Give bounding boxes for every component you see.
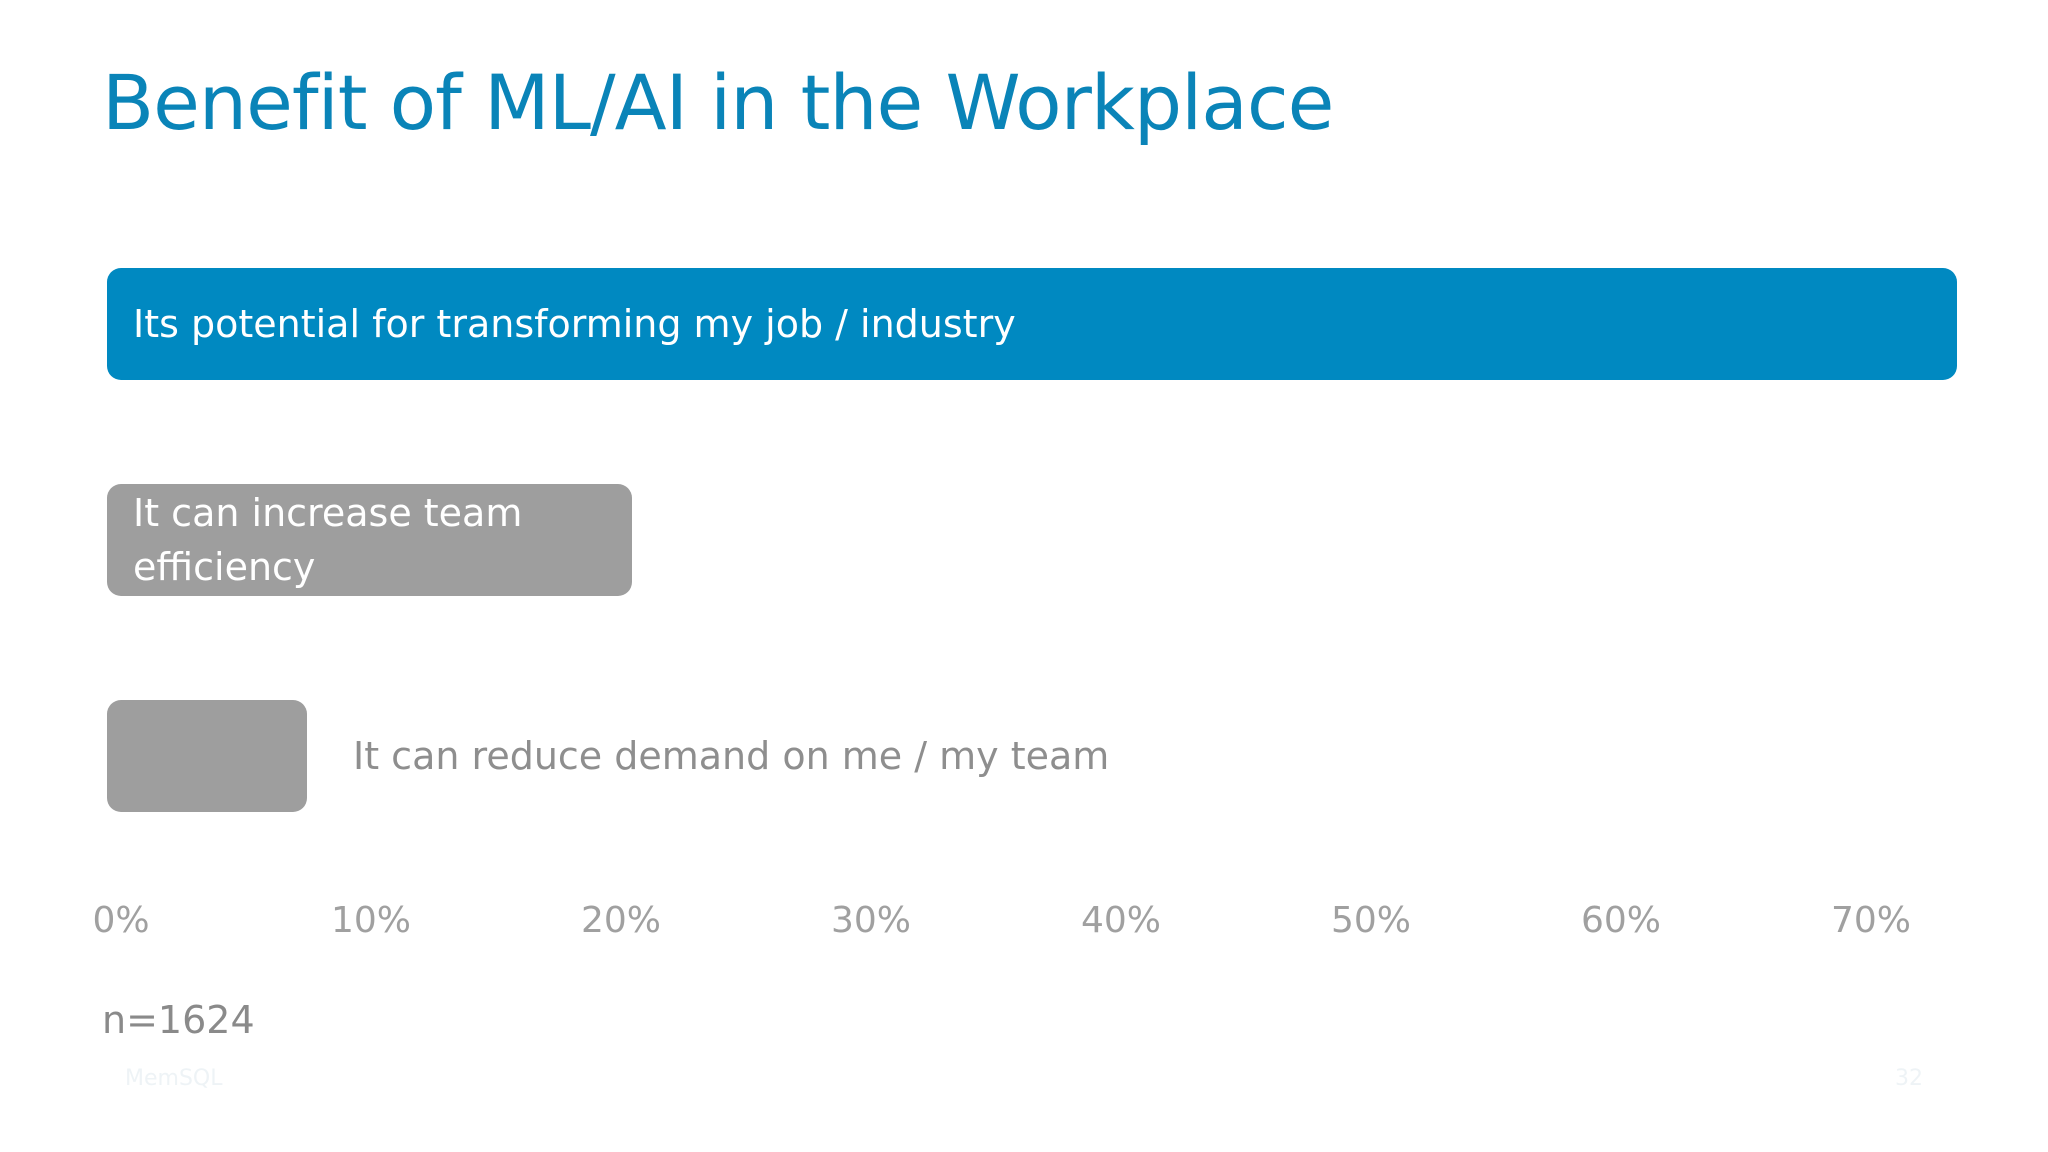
x-tick-label: 60% <box>1580 900 1662 941</box>
footer-brand: MemSQL <box>125 1066 223 1091</box>
x-tick-label: 30% <box>830 900 912 941</box>
bar-label: It can increase team efficiency <box>133 491 523 589</box>
bar-label: It can reduce demand on me / my team <box>353 734 1110 778</box>
x-tick-label: 40% <box>1080 900 1162 941</box>
x-tick-label: 20% <box>580 900 662 941</box>
chart-title: Benefit of ML/AI in the Workplace <box>102 58 1334 147</box>
x-tick-label: 70% <box>1830 900 1912 941</box>
x-tick-label: 10% <box>330 900 412 941</box>
x-tick-label: 50% <box>1330 900 1412 941</box>
bar <box>107 700 307 812</box>
page-number: 32 <box>1895 1066 1923 1091</box>
sample-size-note: n=1624 <box>102 998 255 1042</box>
bar-label: Its potential for transforming my job / … <box>133 302 1016 346</box>
bar <box>107 484 632 596</box>
x-tick-label: 0% <box>92 900 150 941</box>
bar <box>107 268 1957 380</box>
